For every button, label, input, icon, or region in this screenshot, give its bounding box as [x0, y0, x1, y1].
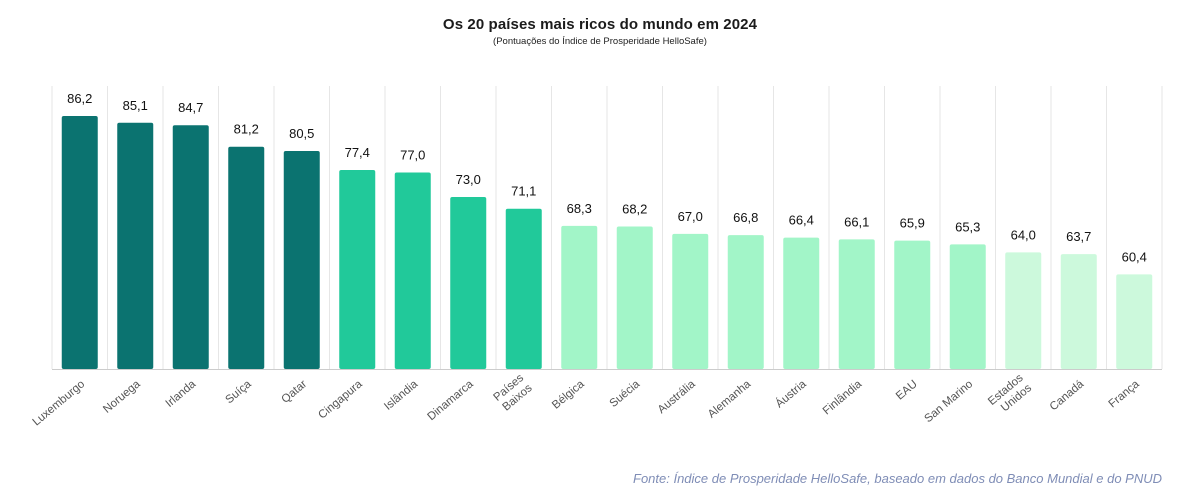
value-label: 63,7 — [1066, 229, 1091, 244]
category-label: EAU — [894, 378, 920, 402]
bar — [61, 116, 98, 369]
value-label: 65,9 — [900, 216, 925, 231]
bar — [283, 151, 320, 369]
bar — [727, 235, 764, 369]
category-label: Irlanda — [164, 378, 199, 410]
category-label: Austrália — [656, 378, 698, 416]
value-label: 77,4 — [345, 145, 370, 160]
bar — [1005, 252, 1042, 369]
value-label: 68,3 — [567, 201, 592, 216]
category-label: San Marino — [922, 378, 975, 425]
category-label: Dinamarca — [425, 378, 476, 423]
bar-chart: 86,2 Luxemburgo 85,1 Noruega 84,7 Irlanda 81,2… — [31, 86, 1163, 428]
bar — [894, 240, 931, 369]
value-label: 86,2 — [67, 91, 92, 106]
category-label: Bélgica — [550, 378, 587, 412]
bar — [172, 125, 209, 369]
value-label: 64,0 — [1011, 227, 1036, 242]
category-label: Luxemburgo — [31, 378, 88, 428]
value-label: 85,1 — [123, 98, 148, 113]
value-label: 81,2 — [234, 122, 259, 137]
category-label: Áustria — [773, 377, 809, 410]
value-label: 68,2 — [622, 202, 647, 217]
category-label: Canadá — [1048, 378, 1087, 413]
value-label: 71,1 — [511, 184, 536, 199]
bar — [339, 170, 376, 369]
bar — [838, 239, 875, 369]
category-label: Qatar — [280, 378, 310, 406]
bar — [228, 146, 265, 369]
source-note: Fonte: Índice de Prosperidade HelloSafe,… — [633, 471, 1162, 486]
category-label: Suécia — [608, 378, 643, 410]
category-label: Suíça — [224, 378, 255, 406]
value-label: 73,0 — [456, 172, 481, 187]
bar — [117, 122, 154, 369]
bar — [783, 237, 820, 369]
category-label: EstadosUnidos — [986, 372, 1034, 418]
chart-subtitle: (Pontuações do Índice de Prosperidade He… — [493, 36, 707, 47]
value-label: 67,0 — [678, 209, 703, 224]
bar — [1116, 274, 1153, 369]
category-label: PaísesBaixos — [491, 372, 534, 414]
value-label: 66,1 — [844, 214, 869, 229]
category-label: Finlândia — [821, 378, 865, 418]
chart-title: Os 20 países mais ricos do mundo em 2024 — [442, 16, 758, 33]
value-label: 84,7 — [178, 100, 203, 115]
value-label: 66,4 — [789, 213, 814, 228]
category-label: Islândia — [382, 378, 421, 413]
value-label: 65,3 — [955, 219, 980, 234]
value-label: 77,0 — [400, 147, 425, 162]
bar — [561, 225, 598, 369]
bar — [450, 197, 487, 369]
bar — [394, 172, 431, 369]
bar — [616, 226, 653, 369]
category-label: França — [1107, 378, 1143, 411]
value-label: 66,8 — [733, 210, 758, 225]
category-label: Noruega — [101, 378, 143, 416]
bar — [1060, 254, 1097, 369]
bar — [672, 233, 709, 369]
category-label: Alemanha — [706, 378, 754, 421]
bar — [949, 244, 986, 369]
value-label: 60,4 — [1122, 249, 1147, 264]
bar — [505, 208, 542, 369]
value-label: 80,5 — [289, 126, 314, 141]
category-label: Cingapura — [316, 378, 365, 422]
